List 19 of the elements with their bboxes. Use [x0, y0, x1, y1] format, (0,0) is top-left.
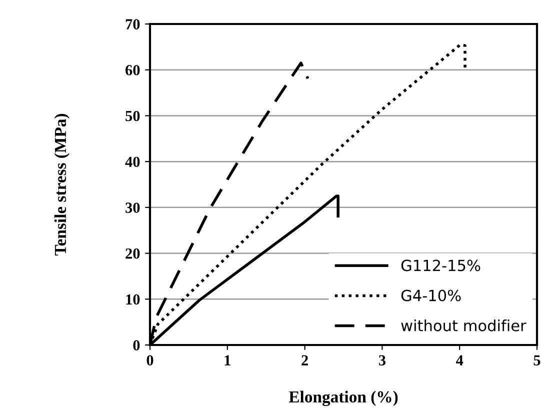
y-tick-label: 40: [125, 156, 140, 168]
x-tick-label: 3: [378, 355, 386, 366]
y-tick-label: 50: [126, 110, 140, 122]
x-tick-label: 1: [224, 355, 230, 366]
y-tick-label: 60: [126, 65, 140, 76]
y-tick-label: 10: [126, 294, 140, 305]
x-tick-label: 2: [302, 355, 308, 366]
y-tick-label: 20: [126, 248, 140, 259]
y-tick-label: 70: [126, 19, 140, 30]
legend-label: G4-10%: [401, 290, 461, 302]
y-tick-label: 0: [133, 340, 140, 350]
legend-label: G112-15%: [401, 260, 480, 272]
x-tick-label: 0: [146, 355, 154, 366]
y-tick-label: 30: [126, 202, 140, 213]
legend-label: without modifier: [401, 320, 526, 332]
x-axis-title: Elongation (%): [288, 390, 398, 406]
y-axis-title: Tensile stress (MPa): [54, 114, 70, 256]
x-tick-label: 4: [456, 355, 464, 366]
x-tick-label: 5: [534, 355, 540, 366]
